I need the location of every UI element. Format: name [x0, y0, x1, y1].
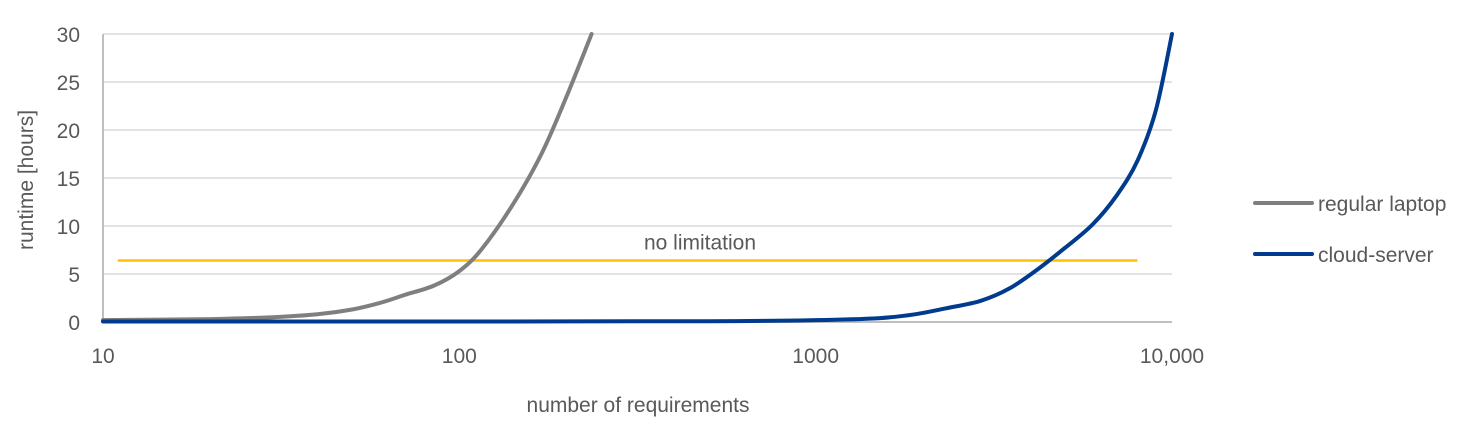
x-tick-label: 10,000	[1140, 345, 1204, 368]
series-line-regular-laptop	[101, 32, 594, 323]
x-tick-label: 10	[91, 345, 114, 368]
reference-line-group: no limitation	[117, 232, 1138, 262]
legend-label: cloud-server	[1318, 244, 1434, 267]
y-tick-label: 0	[68, 312, 80, 335]
y-tick-label: 30	[57, 24, 80, 47]
gridlines	[103, 33, 1172, 275]
series-line-cloud-server	[101, 32, 1174, 324]
y-tick-label: 10	[57, 216, 80, 239]
x-tick-labels: 10 100 1000 10,000	[91, 345, 1204, 368]
y-axis-title: runtime [hours]	[15, 110, 38, 250]
y-tick-label: 15	[57, 168, 80, 191]
y-tick-label: 5	[68, 264, 80, 287]
legend: regular laptop cloud-server	[1253, 193, 1446, 267]
y-tick-label: 25	[57, 72, 80, 95]
x-axis-title: number of requirements	[527, 394, 750, 417]
x-tick-label: 100	[442, 345, 477, 368]
series-lines	[101, 32, 1174, 324]
reference-line-label: no limitation	[644, 232, 756, 255]
y-tick-labels: 0 5 10 15 20 25 30	[57, 24, 80, 335]
x-tick-label: 1000	[792, 345, 839, 368]
y-tick-label: 20	[57, 120, 80, 143]
legend-label: regular laptop	[1318, 193, 1446, 216]
